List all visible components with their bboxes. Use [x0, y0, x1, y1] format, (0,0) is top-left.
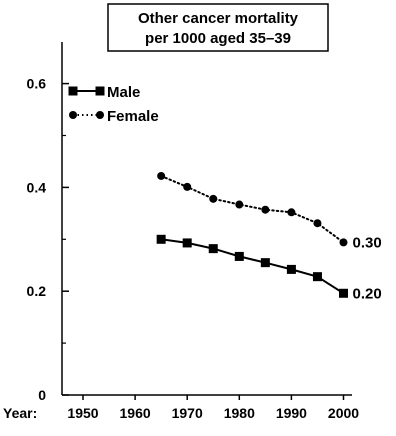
- legend-male-marker-left: [68, 86, 78, 96]
- data-point-female: [157, 171, 166, 180]
- x-tick-label: 1990: [276, 405, 307, 421]
- data-point-female: [183, 182, 192, 191]
- data-point-male: [234, 251, 244, 261]
- data-point-female: [261, 205, 270, 214]
- legend-male-label: Male: [107, 84, 140, 101]
- data-point-male: [208, 244, 218, 254]
- series-line-female: [160, 175, 345, 244]
- x-tick-label: 1960: [120, 405, 151, 421]
- data-point-female: [235, 200, 244, 209]
- title-group: Other cancer mortality per 1000 aged 35–…: [107, 3, 329, 52]
- x-tick-label: 1950: [67, 405, 98, 421]
- y-ticks: 0 0.2 0.4 0.6: [27, 76, 69, 403]
- title-box: [107, 3, 329, 52]
- y-tick-label: 0.4: [27, 179, 47, 195]
- x-ticks: 1950 1960 1970 1980 1990 2000: [67, 395, 359, 421]
- legend-female-marker-right: [96, 111, 104, 119]
- legend-female-marker-left: [69, 111, 77, 119]
- x-axis-prefix: Year:: [3, 405, 37, 421]
- x-tick-label: 2000: [328, 405, 359, 421]
- data-point-male: [286, 264, 296, 274]
- x-tick-label: 1970: [172, 405, 203, 421]
- legend-female-label: Female: [107, 108, 159, 125]
- end-label-male: 0.20: [353, 285, 382, 302]
- end-label-female: 0.30: [353, 234, 382, 251]
- data-point-male: [339, 288, 348, 298]
- x-tick-label: 1980: [224, 405, 255, 421]
- data-point-male: [260, 258, 270, 268]
- y-tick-label: 0.6: [27, 76, 47, 92]
- data-point-female: [287, 208, 296, 217]
- chart-title-line-1: Other cancer mortality: [138, 10, 299, 27]
- legend-male-marker-right: [95, 86, 105, 96]
- data-point-female: [313, 219, 322, 228]
- data-point-female: [339, 238, 348, 247]
- series-markers: [156, 171, 348, 298]
- data-point-female: [209, 194, 218, 203]
- chart-title-line-2: per 1000 aged 35–39: [145, 30, 291, 47]
- end-labels: 0.20 0.30: [353, 234, 382, 302]
- data-point-male: [156, 234, 166, 244]
- legend: Male Female: [68, 84, 159, 125]
- y-tick-label: 0.2: [27, 283, 47, 299]
- data-point-male: [182, 238, 192, 248]
- y-tick-label: 0: [38, 387, 46, 403]
- data-point-male: [312, 272, 322, 282]
